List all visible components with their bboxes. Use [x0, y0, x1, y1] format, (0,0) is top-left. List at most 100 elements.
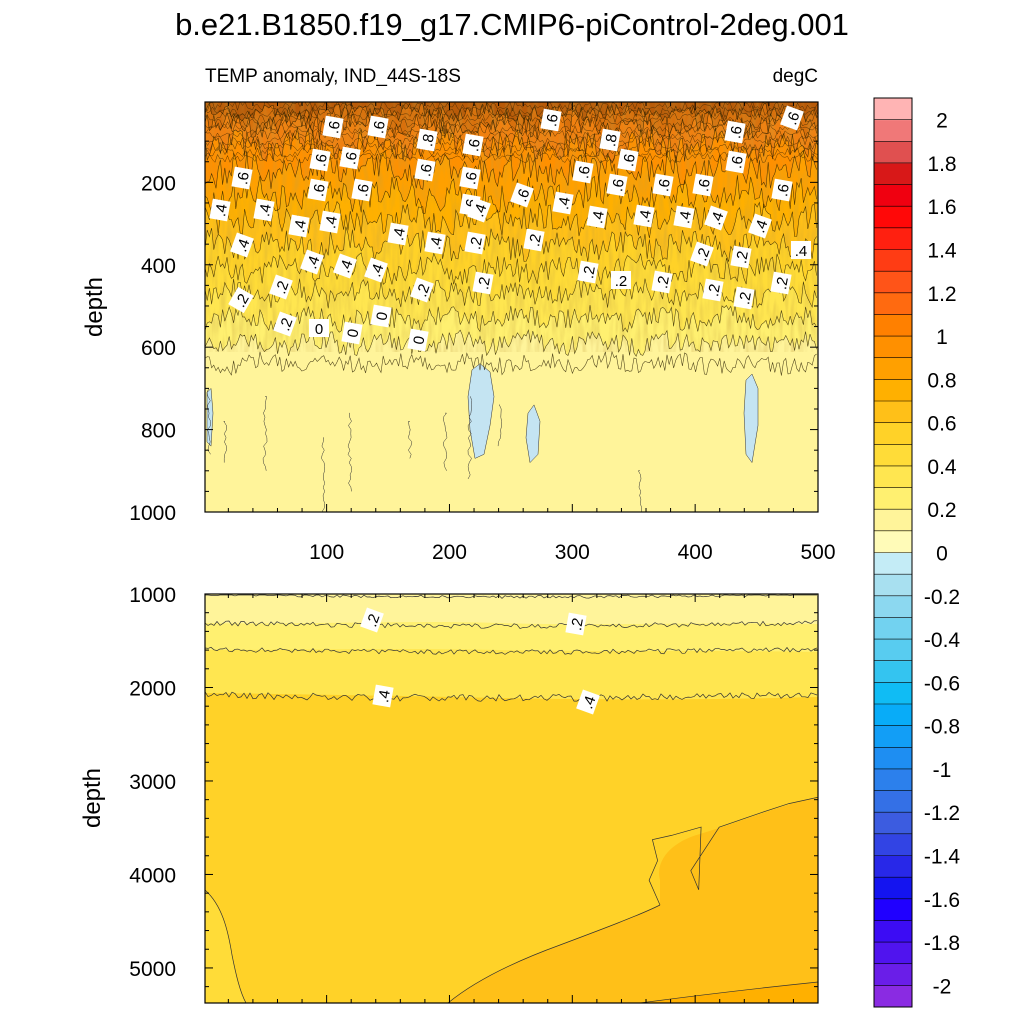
svg-text:.4: .4 — [367, 262, 387, 280]
colorbar-tick-label: 1.8 — [927, 153, 956, 176]
colorbar-swatch — [874, 855, 912, 878]
svg-text:.6: .6 — [695, 178, 714, 193]
colorbar-swatch — [874, 833, 912, 856]
colorbar-swatch — [874, 574, 912, 597]
colorbar-frame — [873, 97, 913, 1008]
y-tick-label: 800 — [141, 420, 176, 443]
contour-label: 0 — [407, 328, 429, 352]
y-tick-label: 2000 — [129, 677, 176, 700]
contour-label: .4 — [288, 214, 310, 238]
colorbar-tick-label: 1 — [936, 326, 948, 349]
svg-text:.4: .4 — [795, 243, 808, 260]
svg-text:.6: .6 — [728, 155, 747, 170]
svg-text:.2: .2 — [773, 276, 792, 291]
svg-text:.4: .4 — [579, 694, 599, 712]
colorbar-swatch — [874, 595, 912, 618]
upper-negative-patch — [525, 404, 541, 464]
colorbar-swatch — [874, 422, 912, 445]
lower-contour-line — [205, 889, 247, 1003]
contour-label: .4 — [387, 222, 409, 246]
contour-label: .2 — [228, 286, 254, 314]
svg-text:.6: .6 — [417, 163, 436, 178]
colorbar-swatch — [874, 401, 912, 424]
colorbar-tick-label: -1.2 — [924, 802, 960, 825]
contour-label: 0 — [370, 304, 392, 328]
svg-text:.6: .6 — [575, 165, 594, 180]
contour-label: .4 — [633, 204, 655, 228]
colorbar-tick-label: -0.4 — [924, 629, 961, 652]
colorbar-swatch — [874, 877, 912, 900]
contour-label: .6 — [367, 115, 389, 139]
upper-contour-line — [205, 117, 818, 129]
svg-text:.2: .2 — [568, 617, 587, 632]
contour-label: .2 — [360, 607, 384, 633]
x-tick-label: 200 — [432, 541, 467, 564]
colorbar-tick-label: 1.6 — [927, 196, 956, 219]
colorbar-swatch — [874, 639, 912, 662]
upper-contour-line — [205, 123, 818, 135]
svg-text:.6: .6 — [655, 178, 674, 193]
colorbar-tick-label: -2 — [933, 975, 952, 998]
contour-label: .2 — [472, 271, 494, 295]
svg-text:.4: .4 — [555, 196, 574, 211]
upper-contour-line — [467, 396, 473, 480]
svg-text:.2: .2 — [693, 246, 713, 264]
svg-text:.6: .6 — [513, 187, 533, 205]
svg-text:.4: .4 — [427, 236, 446, 251]
contour-label: .6 — [780, 105, 804, 131]
contour-label: .8 — [416, 128, 438, 152]
svg-text:.4: .4 — [291, 219, 310, 234]
contour-label: .2 — [577, 260, 599, 284]
colorbar-swatch — [874, 249, 912, 272]
contour-label: .2 — [770, 271, 792, 295]
colorbar-swatch — [874, 747, 912, 770]
colorbar: 2 1.8 1.6 1.4 1.2 1 0.8 0.6 0.4 0.2 0 -0.2 -0.4 -0.6 -… — [873, 97, 961, 1008]
contour-label: .8 — [599, 128, 621, 152]
svg-text:0: 0 — [344, 328, 362, 339]
y-tick-label: 600 — [141, 337, 176, 360]
lower-contour-line — [205, 691, 818, 702]
colorbar-swatch — [874, 98, 912, 121]
svg-text:.6: .6 — [783, 110, 803, 128]
contour-label: .4 — [300, 249, 324, 275]
upper-contour-line — [443, 412, 448, 471]
svg-text:.4: .4 — [589, 210, 608, 225]
upper-contour-line — [205, 226, 817, 262]
svg-text:.4: .4 — [470, 202, 490, 220]
colorbar-tick-label: -0.6 — [924, 672, 960, 695]
svg-text:0: 0 — [315, 321, 323, 338]
colorbar-tick-label: 0.6 — [927, 413, 956, 436]
contour-label: .4 — [791, 241, 811, 260]
upper-plot-frame — [204, 101, 819, 513]
svg-text:.8: .8 — [602, 133, 621, 148]
svg-text:.2: .2 — [475, 276, 494, 291]
upper-contour-line — [497, 404, 502, 447]
upper-contour-line — [206, 388, 211, 455]
svg-text:.6: .6 — [342, 151, 361, 166]
contour-label: .6 — [617, 148, 639, 172]
colorbar-tick-label: -1 — [933, 759, 952, 782]
lower-contour-line — [648, 796, 818, 906]
contour-label: .6 — [462, 133, 484, 157]
contour-label: .6 — [606, 173, 628, 197]
lower-fill-0.6 — [640, 982, 818, 1003]
upper-contour-line — [205, 109, 817, 140]
x-tick-label: 100 — [309, 541, 344, 564]
colorbar-tick-label: 1.2 — [927, 283, 956, 306]
x-tick-label: 300 — [555, 541, 590, 564]
colorbar-tick-label: 0.2 — [927, 499, 956, 522]
contour-label: .6 — [307, 178, 329, 202]
colorbar-swatch — [874, 357, 912, 380]
lower-fill-0.1 — [205, 594, 818, 625]
contour-label: .4 — [576, 689, 600, 715]
contour-label: .4 — [586, 205, 608, 229]
svg-text:.4: .4 — [336, 258, 356, 276]
colorbar-swatch — [874, 444, 912, 467]
contour-label: .6 — [414, 158, 436, 182]
colorbar-tick-label: -1.4 — [924, 846, 961, 869]
contour-label: .6 — [692, 173, 714, 197]
colorbar-swatch — [874, 379, 912, 402]
colorbar-tick-label: 1.4 — [927, 240, 957, 263]
upper-contour-line — [205, 129, 818, 141]
upper-contour-line — [205, 135, 818, 147]
